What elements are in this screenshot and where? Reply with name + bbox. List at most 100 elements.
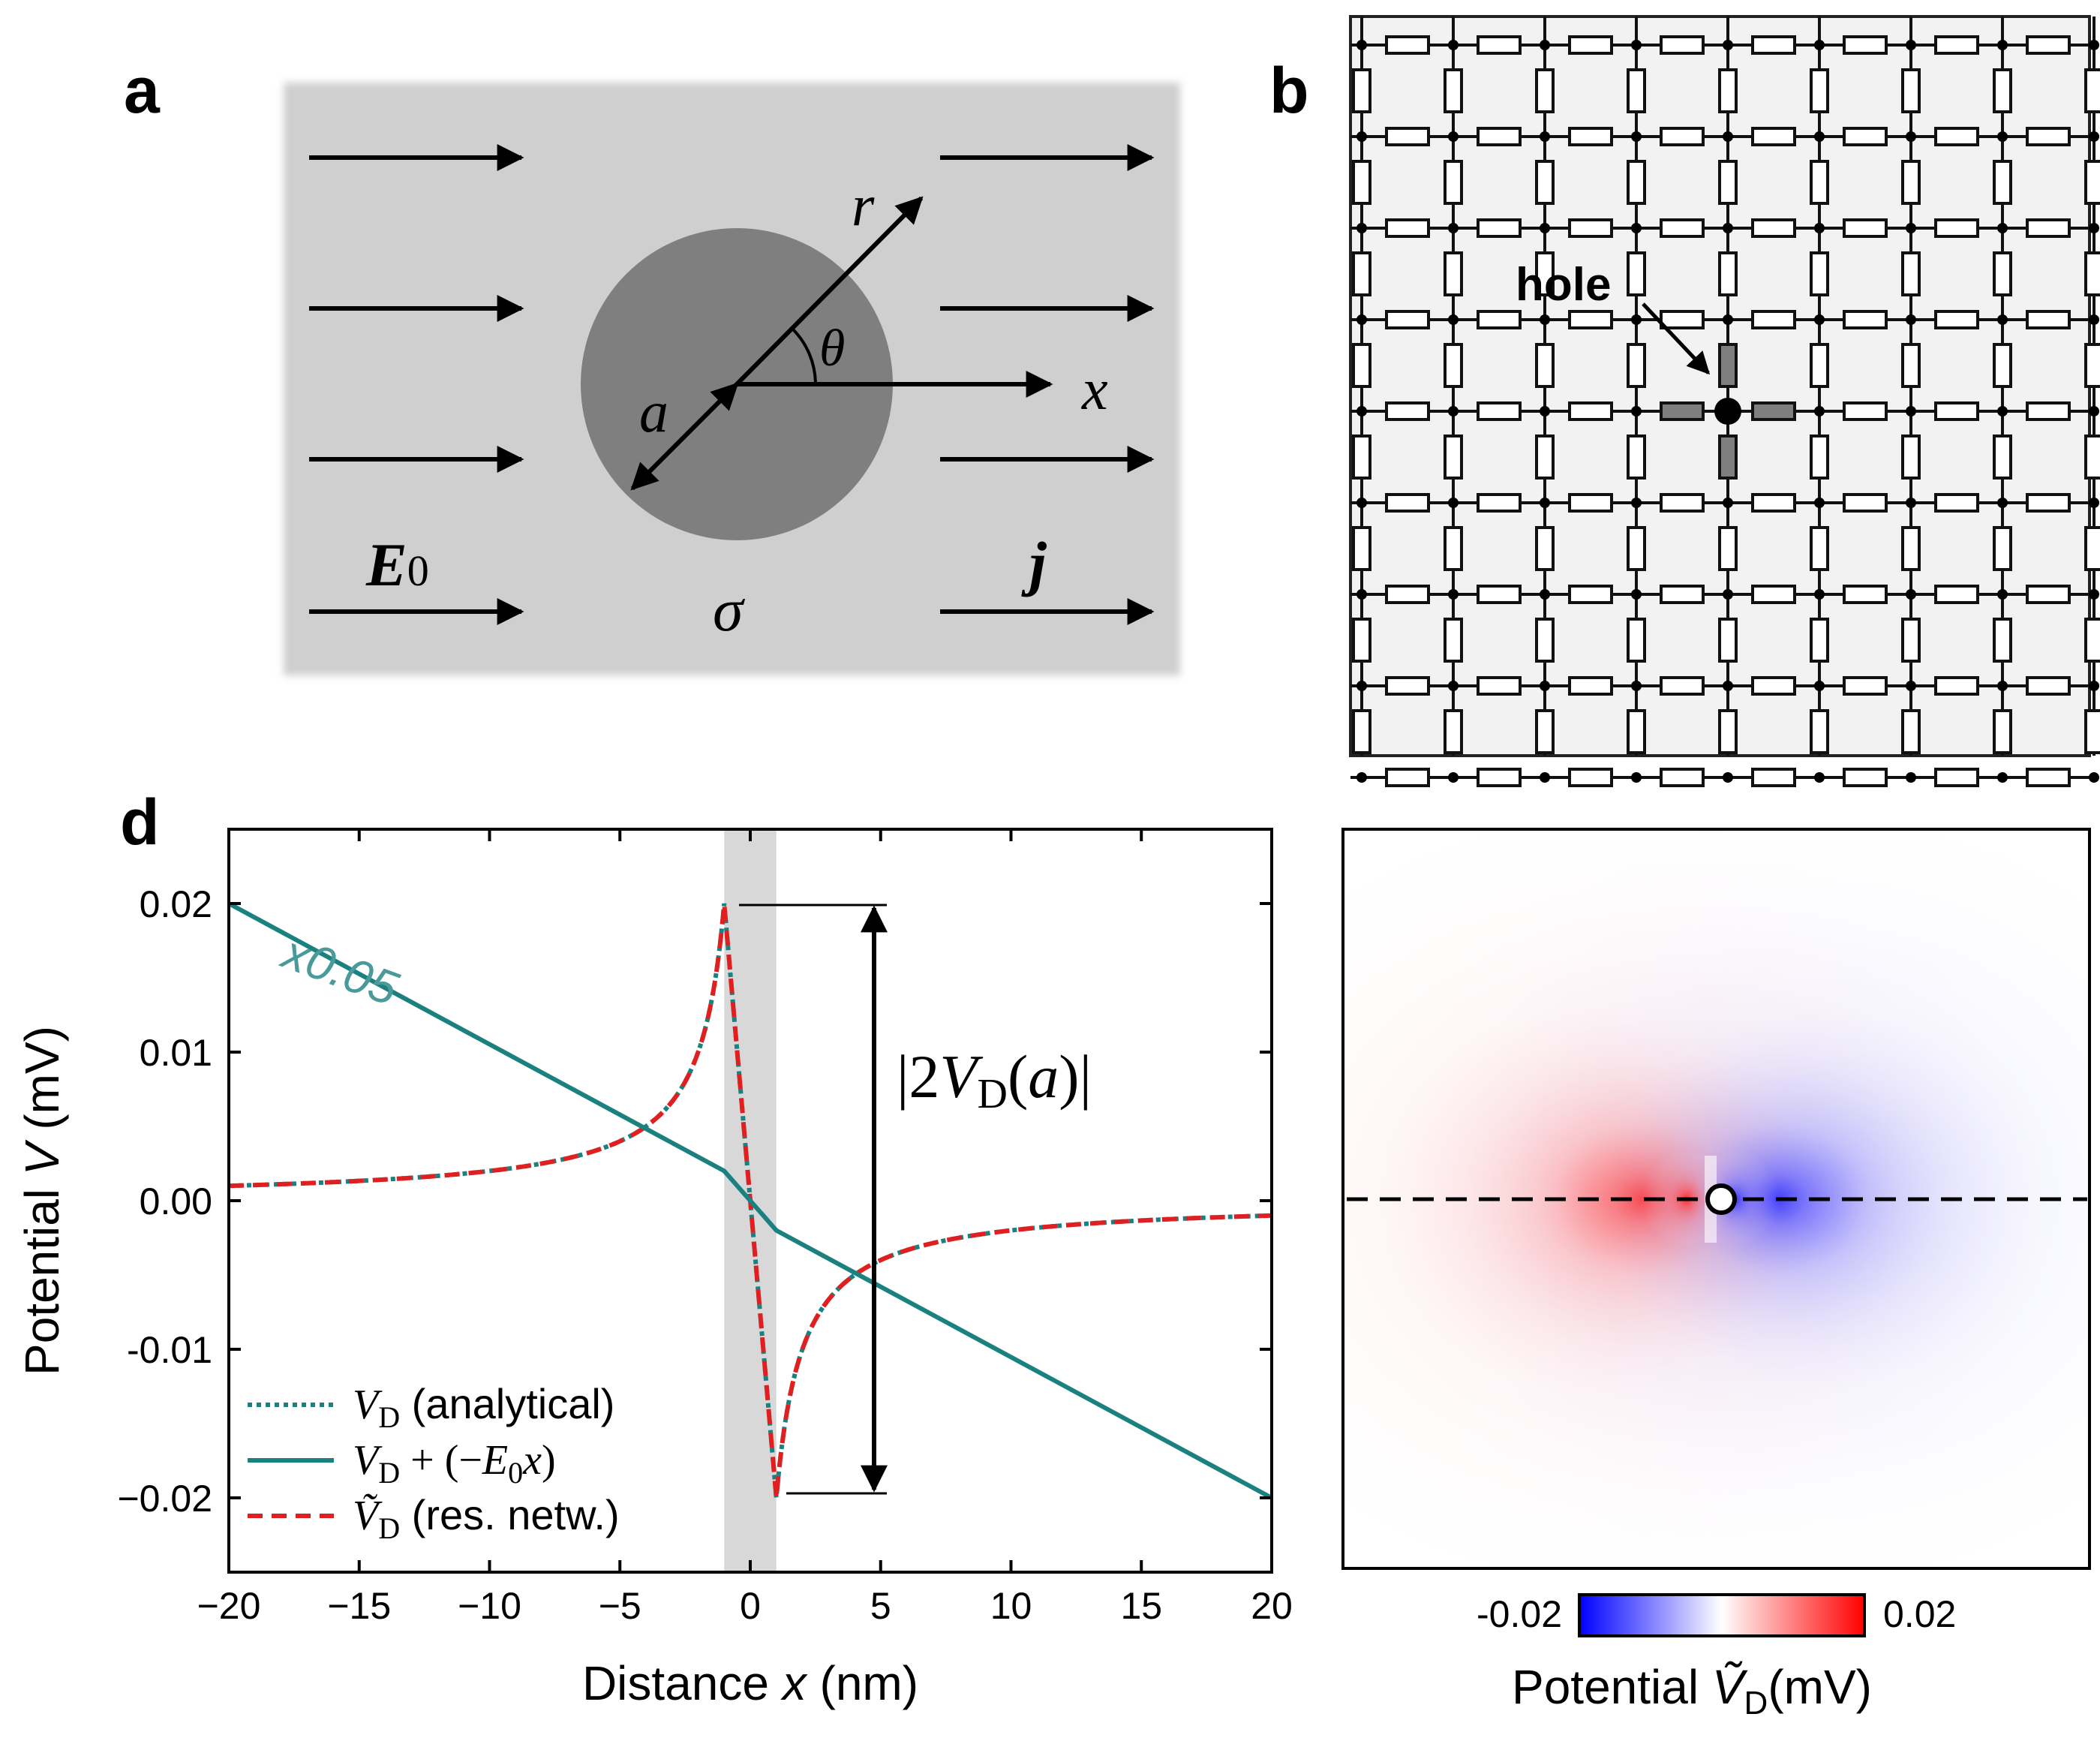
removed-resistor <box>1718 343 1738 388</box>
resistor <box>1568 218 1613 238</box>
resistor <box>2084 160 2100 205</box>
resistor <box>1627 618 1646 663</box>
resistor <box>1444 68 1463 113</box>
network-node <box>1631 223 1642 233</box>
network-node <box>1356 772 1367 783</box>
network-node <box>1906 40 1916 50</box>
resistor <box>1385 127 1430 146</box>
network-node <box>1997 772 2008 783</box>
resistor <box>1444 709 1463 754</box>
resistor <box>1901 343 1921 388</box>
network-node <box>1448 406 1459 416</box>
resistor <box>1993 618 2012 663</box>
network-node <box>1448 589 1459 600</box>
resistor <box>1477 218 1522 238</box>
resistor <box>2084 68 2100 113</box>
resistor <box>1352 251 1371 296</box>
network-node <box>1997 498 2008 508</box>
network-node <box>1448 40 1459 50</box>
series-with-field <box>229 901 1272 1500</box>
resistor <box>1718 618 1738 663</box>
network-node <box>2089 314 2099 325</box>
network-node <box>1906 498 1916 508</box>
legend-text-analytical: VD (analytical) <box>353 1380 614 1434</box>
hole-node <box>1714 398 1741 425</box>
y-tick-label: 0.01 <box>140 1032 212 1074</box>
resistor <box>2084 709 2100 754</box>
radius-arrow <box>630 382 739 491</box>
network-node <box>1997 314 2008 325</box>
x-tick-label: 5 <box>870 1585 891 1627</box>
resistor <box>1934 35 1979 55</box>
network-node <box>1356 406 1367 416</box>
network-node <box>1540 589 1550 600</box>
resistor <box>1444 251 1463 296</box>
network-node <box>1448 772 1459 783</box>
resistor <box>1810 709 1829 754</box>
resistor <box>1718 709 1738 754</box>
y-tick-label: −0.02 <box>117 1478 212 1520</box>
resistor <box>1751 35 1796 55</box>
network-node <box>1631 406 1642 416</box>
network-node <box>1540 40 1550 50</box>
resistor <box>1627 709 1646 754</box>
network-node <box>1631 314 1642 325</box>
network-node <box>1814 406 1825 416</box>
current-arrows-right <box>940 144 1155 625</box>
network-node <box>2089 131 2099 142</box>
legend: VD (analytical) VD + (−E0x) ṼD (res. net… <box>248 1380 620 1545</box>
network-node <box>1356 40 1367 50</box>
x-tick-label: 20 <box>1251 1585 1293 1627</box>
resistor <box>1810 618 1829 663</box>
resistor <box>1385 310 1430 329</box>
network-node <box>1631 589 1642 600</box>
resistor <box>1993 251 2012 296</box>
x-tick-label: −20 <box>197 1585 261 1627</box>
resistor <box>1568 127 1613 146</box>
resistor <box>1444 526 1463 571</box>
resistor <box>1718 160 1738 205</box>
network-node <box>1356 681 1367 691</box>
resistor <box>1993 709 2012 754</box>
network-node <box>1723 498 1733 508</box>
resistor <box>1535 526 1555 571</box>
colorbar-min-label: -0.02 <box>1477 1593 1562 1635</box>
r-arrow <box>735 196 924 386</box>
resistor <box>1385 401 1430 421</box>
panel-a: a r θ x a E0 σ j <box>124 55 1180 675</box>
network-node <box>1448 223 1459 233</box>
panel-d: d −20 −15 −10 −5 0 5 10 15 20 −0.02 -0.01 0.00 0.01 0… <box>15 786 1293 1710</box>
x-tick-label: 15 <box>1120 1585 1162 1627</box>
network-node <box>1540 406 1550 416</box>
a-label: a <box>639 379 668 444</box>
resistor <box>1568 493 1613 513</box>
network-node <box>1997 40 2008 50</box>
resistor <box>1993 526 2012 571</box>
resistor <box>1352 68 1371 113</box>
resistor <box>1477 35 1522 55</box>
sigma-label: σ <box>713 576 746 644</box>
resistor <box>1660 35 1705 55</box>
hole-label: hole <box>1516 259 1611 311</box>
network-node <box>1723 314 1733 325</box>
resistor <box>1568 768 1613 787</box>
resistor <box>1660 310 1705 329</box>
removed-resistor <box>1718 434 1738 480</box>
y-axis-title: Potential V (mV) <box>15 1026 69 1376</box>
network-node <box>1814 40 1825 50</box>
network-node <box>1356 314 1367 325</box>
resistor <box>1352 343 1371 388</box>
resistor <box>1444 434 1463 480</box>
resistor <box>2084 526 2100 571</box>
network-node <box>1723 131 1733 142</box>
network-node <box>1814 131 1825 142</box>
resistor <box>1810 343 1829 388</box>
resistor <box>1993 434 2012 480</box>
network-node <box>1631 131 1642 142</box>
panel-label-b: b <box>1269 55 1309 127</box>
network-node <box>1448 498 1459 508</box>
resistor <box>1568 585 1613 604</box>
network-node <box>1997 681 2008 691</box>
colorbar <box>1578 1593 1866 1637</box>
network-node <box>1997 589 2008 600</box>
